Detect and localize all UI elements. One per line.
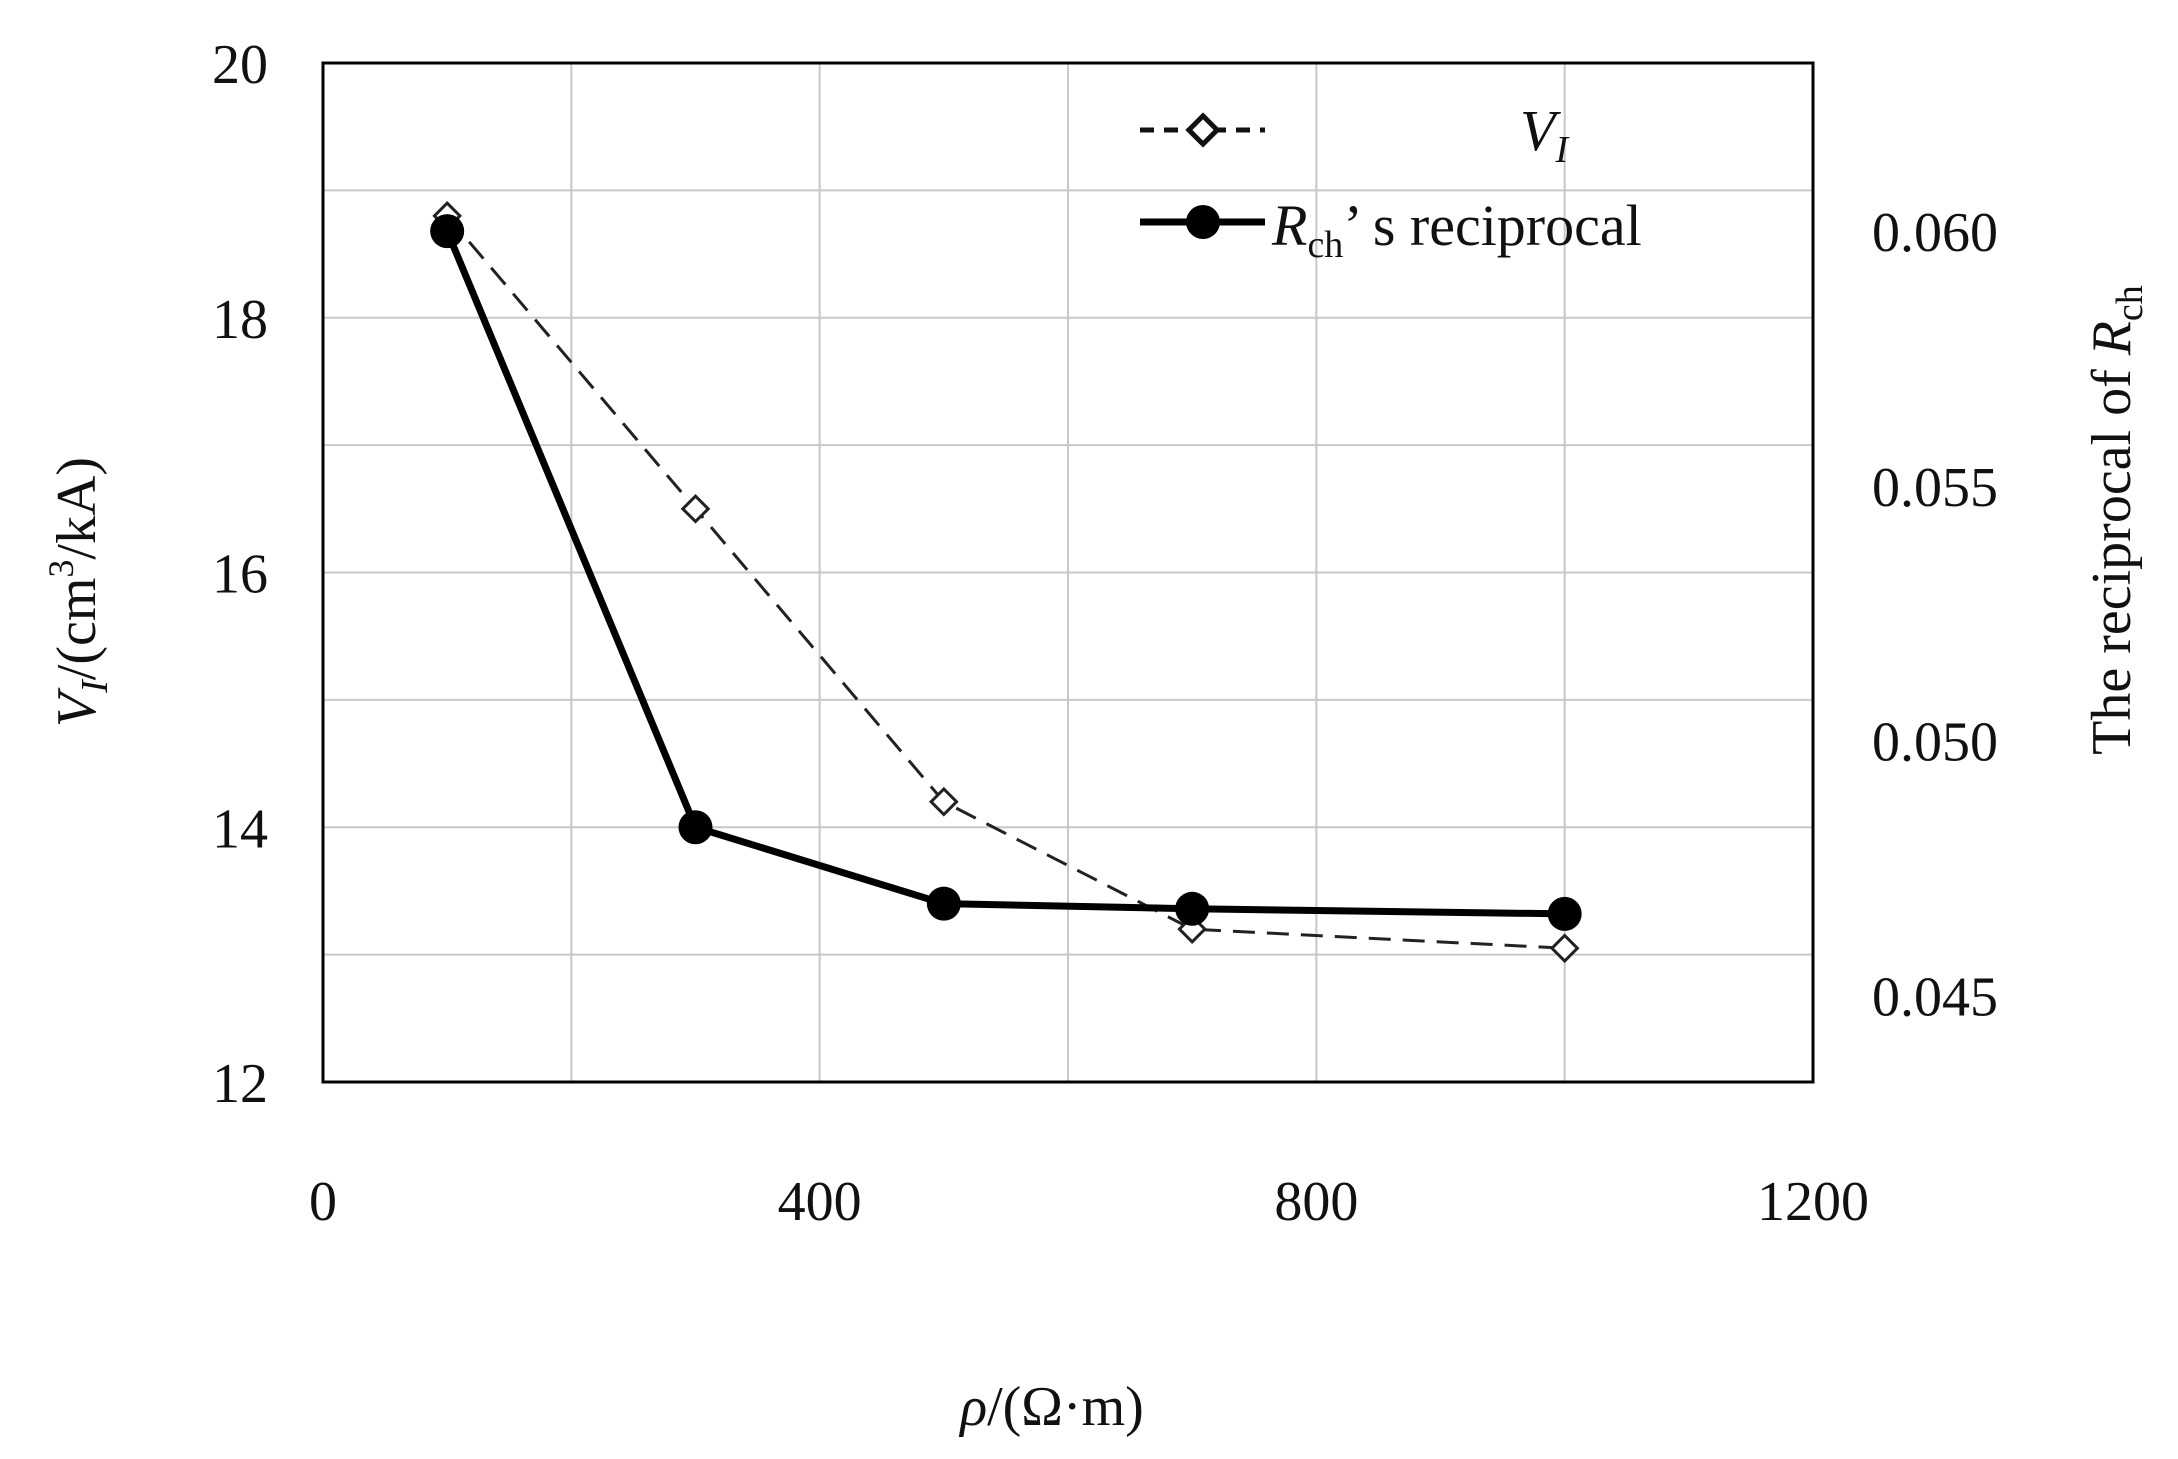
- y-right-title-r: R: [2081, 321, 2143, 356]
- series-rch-point: [1547, 896, 1582, 931]
- legend-rch-marker: [1186, 205, 1220, 239]
- legend-vi-marker: [1185, 112, 1221, 148]
- x-tick-label: 400: [778, 1171, 862, 1233]
- legend-vi-main: V: [1520, 98, 1562, 163]
- legend: VI Rch’ s reciprocal: [1140, 98, 1642, 266]
- y-left-tick-label: 12: [212, 1053, 268, 1115]
- y-right-title-sub: ch: [2109, 285, 2151, 321]
- y-left-tick-label: 14: [212, 798, 268, 860]
- x-tick-label: 800: [1274, 1171, 1358, 1233]
- series-rch-point: [678, 810, 713, 845]
- x-tick-label: 1200: [1757, 1171, 1869, 1233]
- series-rch-point: [1175, 891, 1210, 926]
- series-rch-point: [430, 214, 465, 249]
- y-axis-right-title: The reciprocal of Rch: [2081, 285, 2151, 755]
- plot-frame: [321, 61, 1815, 1084]
- grid: [323, 63, 1813, 1082]
- y-left-title-rest2: /kA): [46, 457, 108, 560]
- y-left-tick-label: 16: [212, 544, 268, 606]
- series-vi-point: [928, 786, 959, 817]
- series-rch-point: [926, 886, 961, 921]
- series-vi-point: [680, 493, 711, 524]
- y-left-tick-label: 18: [212, 289, 268, 351]
- ticks: 0 400 800 1200 12 14 16 18 20 0.045 0.050 0.055 0.06…: [212, 34, 1998, 1233]
- y-left-title-sub: I: [74, 678, 116, 694]
- y-left-title-rest1: /(cm: [46, 578, 108, 681]
- x-tick-label: 0: [309, 1171, 337, 1233]
- x-axis-title-text: /(Ω·m): [987, 1376, 1144, 1438]
- y-left-title-sup: 3: [41, 560, 81, 578]
- legend-rch-label: Rch’ s reciprocal: [1271, 193, 1642, 266]
- y-left-tick-label: 20: [212, 34, 268, 96]
- legend-vi-sub: I: [1554, 129, 1570, 171]
- y-right-tick-label: 0.050: [1872, 712, 1998, 774]
- legend-rch-sub: ch: [1307, 224, 1343, 266]
- y-axis-left-title: VI/(cm3/kA): [41, 457, 116, 727]
- series-vi-line: [446, 214, 1565, 950]
- y-right-tick-label: 0.060: [1872, 202, 1998, 264]
- legend-rch-main: R: [1271, 193, 1307, 258]
- series-vi-point: [1549, 933, 1580, 964]
- y-left-title-v: V: [46, 687, 108, 727]
- series: [430, 201, 1582, 964]
- y-right-tick-label: 0.055: [1872, 457, 1998, 519]
- legend-rch-rest: ’ s reciprocal: [1343, 193, 1641, 258]
- legend-vi-label: VI: [1520, 98, 1570, 171]
- x-axis-title: ρ/(Ω·m): [958, 1376, 1144, 1438]
- y-right-title-main: The reciprocal of: [2081, 355, 2143, 755]
- y-right-tick-label: 0.045: [1872, 966, 1998, 1028]
